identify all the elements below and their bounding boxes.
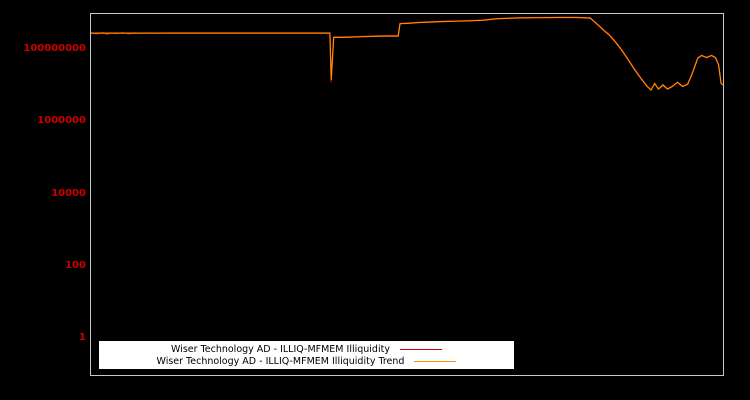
legend-row-0: Wiser Technology AD - ILLIQ-MFMEM Illiqu… — [103, 343, 510, 355]
legend-row-1: Wiser Technology AD - ILLIQ-MFMEM Illiqu… — [103, 355, 510, 367]
series-line-1 — [91, 16, 723, 92]
legend-line-swatch — [399, 348, 442, 350]
y-tick-label: 100000000 — [23, 43, 86, 55]
y-tick-label: 1000000 — [37, 115, 86, 127]
legend-label: Wiser Technology AD - ILLIQ-MFMEM Illiqu… — [171, 343, 390, 355]
legend-line-swatch — [414, 360, 457, 362]
y-tick-label: 1 — [79, 331, 86, 343]
y-tick-label: 100 — [65, 259, 86, 271]
legend: Wiser Technology AD - ILLIQ-MFMEM Illiqu… — [99, 341, 514, 369]
series-line-0 — [91, 16, 723, 91]
y-tick-label: 10000 — [51, 187, 86, 199]
legend-label: Wiser Technology AD - ILLIQ-MFMEM Illiqu… — [156, 355, 405, 367]
line-chart — [91, 16, 723, 92]
plot-area: Wiser Technology AD - ILLIQ-MFMEM Illiqu… — [90, 13, 724, 376]
